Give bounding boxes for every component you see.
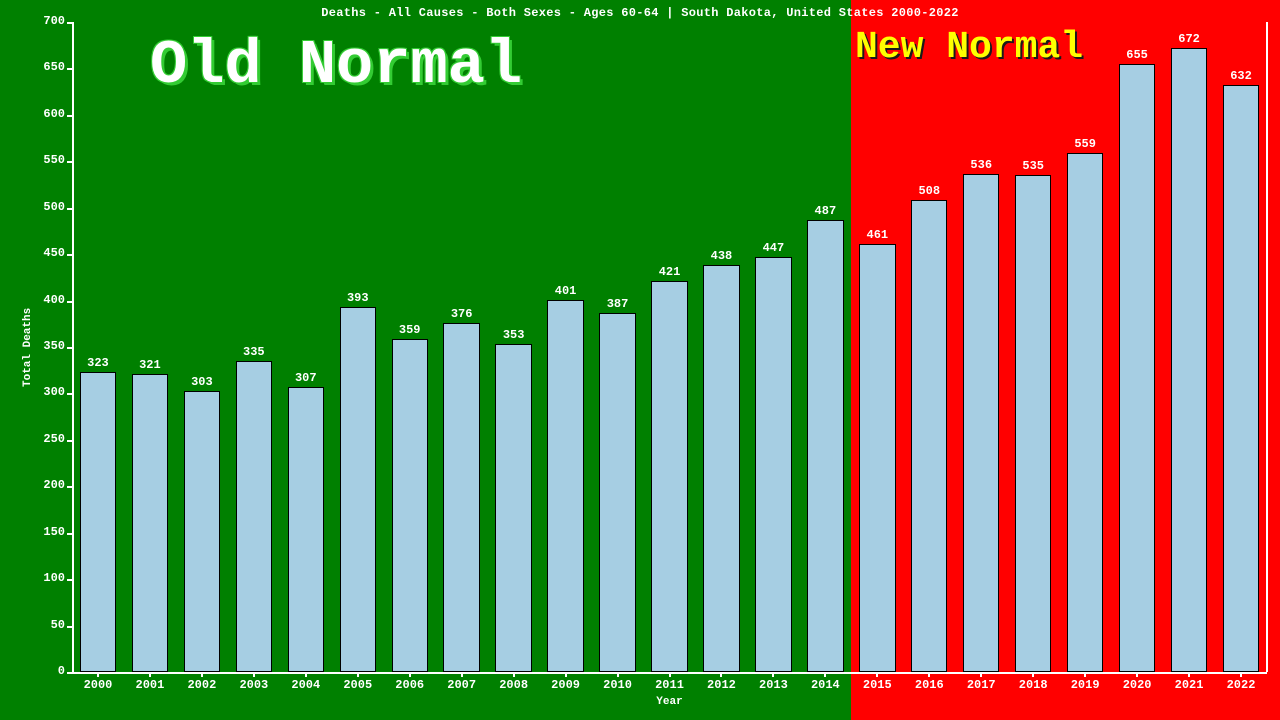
bar-value-label: 323	[76, 356, 120, 370]
bar-value-label: 655	[1115, 48, 1159, 62]
bar-2018	[1015, 175, 1051, 672]
x-tick-label: 2015	[853, 678, 901, 692]
bar-value-label: 353	[492, 328, 536, 342]
bar-value-label: 672	[1167, 32, 1211, 46]
x-tick-label: 2004	[282, 678, 330, 692]
bar-value-label: 421	[648, 265, 692, 279]
bar-value-label: 303	[180, 375, 224, 389]
bar-2002	[184, 391, 220, 672]
x-tick-label: 2013	[749, 678, 797, 692]
x-tick-label: 2000	[74, 678, 122, 692]
y-tick-label: 650	[27, 60, 65, 74]
y-tick-label: 100	[27, 571, 65, 585]
bar-2007	[443, 323, 479, 672]
bar-value-label: 359	[388, 323, 432, 337]
bar-2011	[651, 281, 687, 672]
y-tick-label: 400	[27, 293, 65, 307]
bar-2016	[911, 200, 947, 672]
bar-value-label: 447	[751, 241, 795, 255]
bar-2022	[1223, 85, 1259, 672]
bar-2013	[755, 257, 791, 672]
x-tick-label: 2006	[386, 678, 434, 692]
y-tick-label: 550	[27, 153, 65, 167]
bar-2020	[1119, 64, 1155, 672]
x-tick-label: 2012	[697, 678, 745, 692]
x-tick-label: 2007	[438, 678, 486, 692]
x-tick-label: 2009	[542, 678, 590, 692]
bar-value-label: 387	[596, 297, 640, 311]
bar-value-label: 335	[232, 345, 276, 359]
bar-2009	[547, 300, 583, 672]
x-tick-label: 2017	[957, 678, 1005, 692]
x-tick-label: 2016	[905, 678, 953, 692]
bar-2014	[807, 220, 843, 672]
y-tick-label: 500	[27, 200, 65, 214]
bar-value-label: 376	[440, 307, 484, 321]
bar-2006	[392, 339, 428, 672]
y-tick-label: 350	[27, 339, 65, 353]
x-tick-label: 2008	[490, 678, 538, 692]
bar-value-label: 438	[699, 249, 743, 263]
bar-value-label: 536	[959, 158, 1003, 172]
chart-canvas: Deaths - All Causes - Both Sexes - Ages …	[0, 0, 1280, 720]
y-tick-label: 250	[27, 432, 65, 446]
chart-title: Deaths - All Causes - Both Sexes - Ages …	[0, 6, 1280, 20]
bar-2021	[1171, 48, 1207, 672]
x-tick-label: 2019	[1061, 678, 1109, 692]
bar-value-label: 559	[1063, 137, 1107, 151]
bar-value-label: 508	[907, 184, 951, 198]
x-tick-label: 2018	[1009, 678, 1057, 692]
y-tick-label: 50	[27, 618, 65, 632]
x-tick-label: 2005	[334, 678, 382, 692]
bar-value-label: 321	[128, 358, 172, 372]
y-tick-label: 300	[27, 385, 65, 399]
bar-2019	[1067, 153, 1103, 672]
y-tick-label: 200	[27, 478, 65, 492]
bar-2000	[80, 372, 116, 672]
y-tick-label: 600	[27, 107, 65, 121]
bar-value-label: 487	[803, 204, 847, 218]
x-tick-label: 2011	[646, 678, 694, 692]
bar-value-label: 401	[544, 284, 588, 298]
y-tick-label: 0	[27, 664, 65, 678]
bar-2001	[132, 374, 168, 672]
bar-2008	[495, 344, 531, 672]
bar-2015	[859, 244, 895, 672]
y-tick-label: 150	[27, 525, 65, 539]
bar-value-label: 307	[284, 371, 328, 385]
bar-2004	[288, 387, 324, 672]
bar-value-label: 461	[855, 228, 899, 242]
x-tick-label: 2010	[594, 678, 642, 692]
bar-2012	[703, 265, 739, 672]
x-tick-label: 2022	[1217, 678, 1265, 692]
x-tick-label: 2002	[178, 678, 226, 692]
x-tick-label: 2003	[230, 678, 278, 692]
x-axis-label: Year	[72, 696, 1267, 708]
bar-value-label: 393	[336, 291, 380, 305]
bar-2017	[963, 174, 999, 672]
x-tick-label: 2001	[126, 678, 174, 692]
y-tick-label: 450	[27, 246, 65, 260]
x-tick-label: 2020	[1113, 678, 1161, 692]
y-tick-label: 700	[27, 14, 65, 28]
bar-2010	[599, 313, 635, 672]
x-tick-label: 2014	[801, 678, 849, 692]
bar-value-label: 632	[1219, 69, 1263, 83]
bar-value-label: 535	[1011, 159, 1055, 173]
x-tick-label: 2021	[1165, 678, 1213, 692]
bar-2005	[340, 307, 376, 672]
bar-2003	[236, 361, 272, 672]
